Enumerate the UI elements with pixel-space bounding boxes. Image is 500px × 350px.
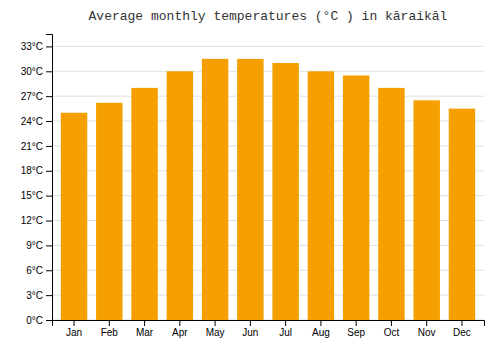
y-tick-label: 6°C <box>26 265 43 276</box>
x-tick-label: May <box>206 327 225 338</box>
y-tick: 27°C <box>21 91 52 102</box>
y-tick-mark <box>46 221 52 222</box>
grid <box>52 46 484 320</box>
y-tick: 6°C <box>26 265 52 276</box>
y-tick-label: 27°C <box>21 91 43 102</box>
x-tick-mark <box>179 320 180 326</box>
y-tick-label: 33°C <box>21 41 43 52</box>
y-tick: 30°C <box>21 66 52 77</box>
x-axis: Jan Feb Mar Apr May Jun Jul Aug Sep Oct Nov Dec <box>53 320 485 338</box>
x-tick-label: Oct <box>384 327 400 338</box>
y-axis-line <box>46 35 53 321</box>
bar <box>131 88 157 320</box>
y-tick: 33°C <box>21 41 52 52</box>
x-tick: Sep <box>347 320 365 338</box>
y-tick-mark <box>46 295 52 296</box>
x-tick: Oct <box>384 320 400 338</box>
x-tick-mark <box>356 320 357 326</box>
x-tick-mark <box>391 320 392 326</box>
y-tick-mark <box>46 270 52 271</box>
y-axis: 0°C 3°C 6°C 9°C 12°C 15°C 18°C 21°C 24°C 27°C 30°C… <box>21 35 53 326</box>
grid-line <box>52 71 484 72</box>
y-tick-label: 3°C <box>26 290 43 301</box>
x-tick: Jul <box>279 320 292 338</box>
x-tick-mark <box>426 320 427 326</box>
y-tick-mark <box>46 171 52 172</box>
x-tick: Feb <box>101 320 119 338</box>
y-tick: 3°C <box>26 290 52 301</box>
x-tick-mark <box>144 320 145 326</box>
x-tick-mark <box>285 320 286 326</box>
x-tick: Apr <box>172 320 188 338</box>
x-tick-label: Aug <box>312 327 330 338</box>
x-tick-label: Dec <box>453 327 471 338</box>
x-tick: Jun <box>242 320 258 338</box>
y-tick: 0°C <box>26 315 52 326</box>
y-tick-mark <box>46 121 52 122</box>
bars <box>61 59 475 320</box>
bar <box>308 71 334 320</box>
y-tick-mark <box>46 46 52 47</box>
chart: 0°C 3°C 6°C 9°C 12°C 15°C 18°C 21°C 24°C 27°C 30°C… <box>0 0 500 350</box>
x-tick-label: Jan <box>66 327 82 338</box>
y-tick-mark <box>46 196 52 197</box>
x-tick-label: Sep <box>347 327 365 338</box>
x-tick-mark <box>74 320 75 326</box>
bar <box>449 109 475 320</box>
x-tick-label: Mar <box>136 327 154 338</box>
bar <box>167 71 193 320</box>
x-axis-line <box>53 321 485 327</box>
x-tick: Jan <box>66 320 82 338</box>
x-tick-mark <box>109 320 110 326</box>
x-tick-mark <box>250 320 251 326</box>
y-tick: 9°C <box>26 240 52 251</box>
y-tick: 12°C <box>21 215 52 226</box>
bar <box>61 113 87 320</box>
y-tick-mark <box>46 71 52 72</box>
grid-line <box>52 96 484 97</box>
bar <box>413 100 439 320</box>
y-tick-mark <box>46 146 52 147</box>
y-tick-mark <box>46 320 52 321</box>
y-tick-label: 24°C <box>21 116 43 127</box>
x-tick: Mar <box>136 320 154 338</box>
bar <box>343 75 369 320</box>
x-tick: Nov <box>418 320 436 338</box>
y-tick: 18°C <box>21 165 52 176</box>
x-tick-label: Feb <box>101 327 119 338</box>
y-tick: 21°C <box>21 141 52 152</box>
title: Average monthly temperatures (°C ) in kā… <box>89 9 448 24</box>
y-tick-label: 18°C <box>21 165 43 176</box>
x-tick: Aug <box>312 320 330 338</box>
y-tick: 24°C <box>21 116 52 127</box>
y-tick-mark <box>46 245 52 246</box>
x-tick: May <box>206 320 225 338</box>
x-tick-label: Nov <box>418 327 436 338</box>
y-tick-label: 15°C <box>21 190 43 201</box>
y-tick-label: 0°C <box>26 315 43 326</box>
x-tick-mark <box>215 320 216 326</box>
x-tick-label: Jul <box>279 327 292 338</box>
plot: 0°C 3°C 6°C 9°C 12°C 15°C 18°C 21°C 24°C 27°C 30°C… <box>21 35 485 339</box>
y-tick: 15°C <box>21 190 52 201</box>
grid-line <box>52 46 484 47</box>
x-tick: Dec <box>453 320 471 338</box>
y-tick-mark <box>46 96 52 97</box>
y-tick-label: 9°C <box>26 240 43 251</box>
x-tick-mark <box>461 320 462 326</box>
x-tick-mark <box>320 320 321 326</box>
bar <box>96 103 122 320</box>
x-tick-label: Apr <box>172 327 188 338</box>
y-tick-label: 30°C <box>21 66 43 77</box>
bar <box>378 88 404 320</box>
bar <box>272 63 298 320</box>
bar <box>202 59 228 320</box>
y-tick-label: 12°C <box>21 215 43 226</box>
x-tick-label: Jun <box>242 327 258 338</box>
bar <box>237 59 263 320</box>
y-tick-label: 21°C <box>21 141 43 152</box>
